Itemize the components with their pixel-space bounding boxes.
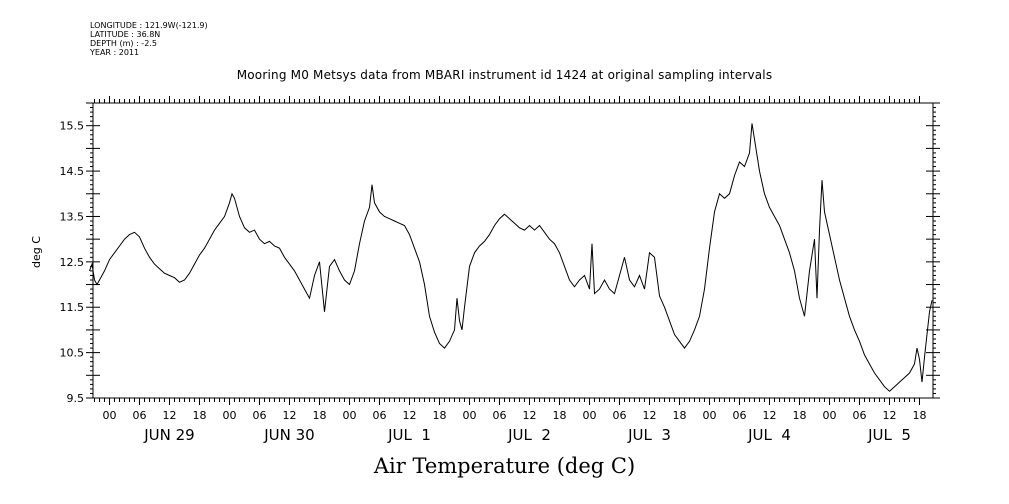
y-tick-label: 14.5 (60, 165, 85, 178)
x-tick-label: 06 (853, 409, 867, 422)
day-label: JUL 3 (627, 426, 671, 444)
plot-frame (92, 102, 934, 399)
x-tick-label: 00 (583, 409, 597, 422)
day-label: JUL 5 (867, 426, 911, 444)
x-tick-label: 12 (283, 409, 297, 422)
x-axis-title: Air Temperature (deg C) (373, 454, 636, 478)
depth-text: DEPTH (m) : -2.5 (90, 39, 157, 48)
x-tick-label: 12 (523, 409, 537, 422)
year-text: YEAR : 2011 (90, 48, 140, 57)
latitude-text: LATITUDE : 36.8N (90, 30, 161, 39)
x-tick-label: 00 (823, 409, 837, 422)
x-tick-label: 12 (883, 409, 897, 422)
x-tick-label: 18 (313, 409, 327, 422)
day-labels: JUN 29 JUN 30 JUL 1 JUL 2 JUL 3 JUL 4 JUL 5 (143, 426, 911, 444)
y-tick-label: 13.5 (60, 210, 85, 223)
x-tick-label: 00 (703, 409, 717, 422)
x-tick-label: 12 (643, 409, 657, 422)
day-label: JUL 4 (747, 426, 791, 444)
x-tick-label: 18 (193, 409, 207, 422)
x-tick-label: 18 (913, 409, 927, 422)
x-tick-label: 12 (163, 409, 177, 422)
x-tick-label: 18 (793, 409, 807, 422)
day-label: JUN 29 (143, 426, 194, 444)
x-tick-label: 12 (763, 409, 777, 422)
y-tick-labels: 9.5 10.5 11.5 12.5 13.5 14.5 15.5 (60, 120, 85, 405)
x-tick-label: 00 (463, 409, 477, 422)
x-tick-label: 06 (493, 409, 507, 422)
y-tick-label: 9.5 (67, 392, 85, 405)
x-tick-label: 12 (403, 409, 417, 422)
chart-title: Mooring M0 Metsys data from MBARI instru… (236, 68, 773, 82)
y-tick-label: 10.5 (60, 347, 85, 360)
y-tick-label: 11.5 (60, 301, 85, 314)
day-label: JUL 2 (507, 426, 551, 444)
x-tick-label: 18 (433, 409, 447, 422)
temperature-line (89, 123, 933, 392)
x-tick-labels: 00 06 12 18 00 06 12 18 00 06 12 18 00 06 12 18 00 06 12 18… (103, 409, 927, 422)
y-axis-label: deg C (30, 236, 43, 268)
y-tick-label: 15.5 (60, 120, 85, 133)
day-label: JUL 1 (387, 426, 431, 444)
day-label: JUN 30 (263, 426, 314, 444)
longitude-text: LONGITUDE : 121.9W(-121.9) (90, 21, 208, 30)
x-tick-label: 18 (673, 409, 687, 422)
y-tick-label: 12.5 (60, 256, 85, 269)
x-tick-label: 06 (733, 409, 747, 422)
tick-marks (86, 96, 940, 405)
x-tick-label: 06 (373, 409, 387, 422)
x-tick-label: 00 (343, 409, 357, 422)
x-tick-label: 18 (553, 409, 567, 422)
station-metadata: LONGITUDE : 121.9W(-121.9) LATITUDE : 36… (90, 21, 208, 57)
x-tick-label: 06 (253, 409, 267, 422)
x-tick-label: 06 (133, 409, 147, 422)
x-tick-label: 06 (613, 409, 627, 422)
x-tick-label: 00 (103, 409, 117, 422)
x-tick-label: 00 (223, 409, 237, 422)
